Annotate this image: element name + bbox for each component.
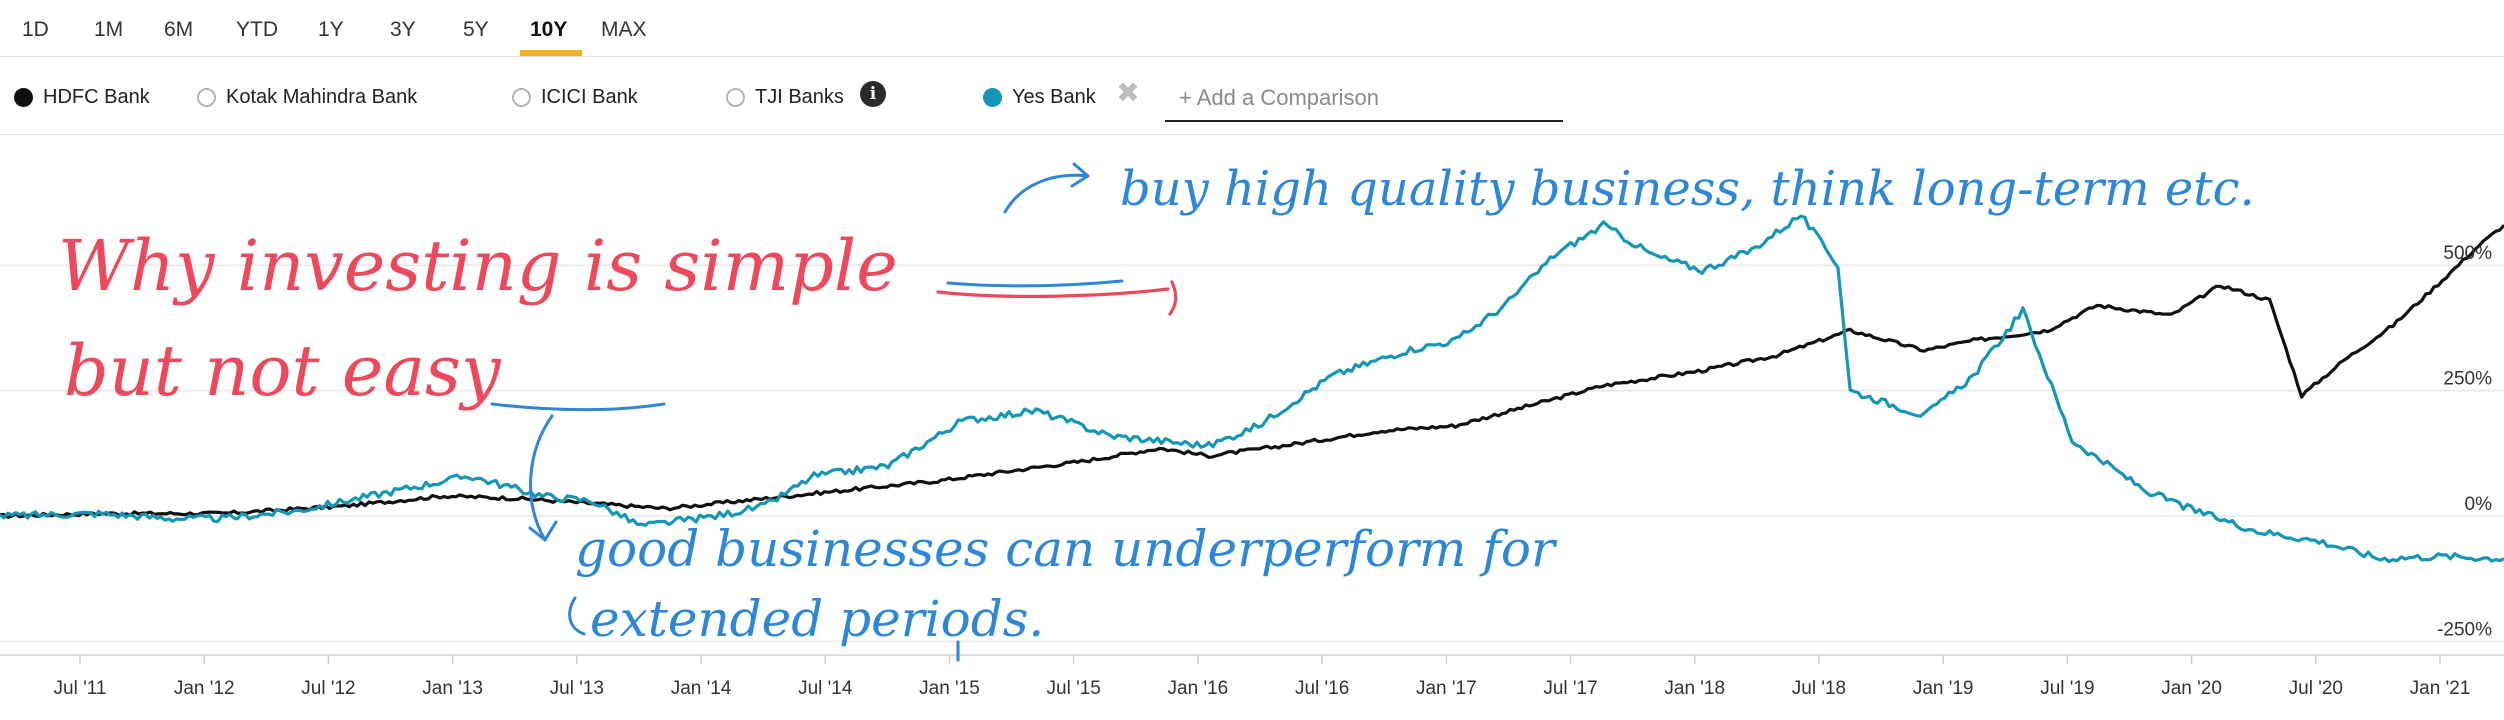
handwritten-annotations: Why investing is simple but not easy buy… bbox=[58, 161, 2255, 662]
annotation-note-bottom-line2: extended periods. bbox=[590, 590, 1044, 648]
annotation-title-line2: but not easy bbox=[64, 330, 502, 412]
tab-ytd[interactable]: YTD bbox=[236, 18, 278, 41]
annotation-subtitle-lead: but not bbox=[64, 330, 342, 412]
comma-mark bbox=[1168, 280, 1178, 316]
tab-6m[interactable]: 6M bbox=[164, 18, 194, 41]
legend-item-tji-banks[interactable]: TJI Banks bbox=[726, 82, 844, 112]
legend-label-icici-bank: ICICI Bank bbox=[541, 85, 638, 108]
y-tick-label: -250% bbox=[2437, 619, 2492, 640]
axis-labels: 500% 250% 0% -250% Jul '11 Jan '12 Jul '12 Jan … bbox=[0, 243, 2504, 699]
tabs-divider bbox=[0, 56, 2504, 57]
y-tick-label: 0% bbox=[2465, 494, 2493, 515]
tab-5y[interactable]: 5Y bbox=[463, 18, 489, 41]
x-tick-label: Jul '12 bbox=[301, 678, 355, 699]
tab-1m[interactable]: 1M bbox=[94, 18, 124, 41]
info-icon[interactable]: i bbox=[860, 81, 886, 107]
x-tick-label: Jul '20 bbox=[2289, 678, 2343, 699]
annotation-subtitle-easy: easy bbox=[342, 330, 502, 412]
x-tick-label: Jul '19 bbox=[2040, 678, 2094, 699]
underline-simple-blue bbox=[946, 279, 1124, 288]
tab-3y[interactable]: 3Y bbox=[390, 18, 416, 41]
legend: HDFC Bank Kotak Mahindra Bank ICICI Bank… bbox=[0, 66, 2504, 136]
x-tick-label: Jan '12 bbox=[174, 678, 235, 699]
tab-1y[interactable]: 1Y bbox=[318, 18, 344, 41]
annotation-title-simple: simple bbox=[664, 225, 897, 307]
annotation-note-bottom-line1: good businesses can underperform for bbox=[575, 520, 1558, 578]
underline-easy bbox=[490, 402, 666, 412]
add-comparison-input[interactable] bbox=[1165, 76, 1563, 122]
legend-label-hdfc-bank: HDFC Bank bbox=[43, 85, 150, 108]
active-tab-indicator bbox=[520, 50, 582, 56]
x-tick-label: Jan '18 bbox=[1664, 678, 1725, 699]
x-tick-label: Jan '13 bbox=[422, 678, 483, 699]
legend-dot-hdfc-bank bbox=[14, 87, 33, 107]
bracket-mark bbox=[568, 596, 586, 636]
annotation-title-lead: Why investing is bbox=[58, 225, 664, 307]
legend-item-kotak-mahindra-bank[interactable]: Kotak Mahindra Bank bbox=[197, 82, 417, 112]
legend-item-yes-bank[interactable]: Yes Bank bbox=[983, 82, 1096, 112]
annotation-note-top: buy high quality business, think long-te… bbox=[1120, 161, 2255, 217]
arrow-simple-to-note bbox=[1003, 173, 1090, 214]
x-tick-label: Jul '14 bbox=[798, 678, 853, 699]
underline-simple bbox=[936, 287, 1170, 299]
x-tick-label: Jan '17 bbox=[1416, 678, 1477, 699]
annotation-title-line1: Why investing is simple bbox=[58, 225, 898, 307]
legend-dot-yes-bank bbox=[983, 87, 1002, 107]
tab-max[interactable]: MAX bbox=[601, 18, 647, 41]
x-tick-label: Jul '15 bbox=[1047, 678, 1101, 699]
legend-dot-tji-banks bbox=[726, 87, 745, 107]
x-tick-label: Jul '18 bbox=[1792, 678, 1846, 699]
legend-label-tji-banks: TJI Banks bbox=[755, 85, 844, 108]
x-tick-label: Jan '21 bbox=[2410, 678, 2471, 699]
x-tick-label: Jul '17 bbox=[1543, 678, 1597, 699]
x-tick-label: Jan '19 bbox=[1913, 678, 1974, 699]
arrow-simple-head bbox=[1070, 162, 1090, 188]
tab-10y[interactable]: 10Y bbox=[530, 18, 568, 41]
x-tick-label: Jan '16 bbox=[1168, 678, 1229, 699]
y-tick-label: 500% bbox=[2443, 243, 2492, 264]
series-line-hdfc-bank bbox=[0, 224, 2504, 519]
grid-lines bbox=[0, 264, 2504, 643]
legend-label-kotak-mahindra-bank: Kotak Mahindra Bank bbox=[226, 85, 418, 108]
legend-label-yes-bank: Yes Bank bbox=[1012, 85, 1096, 108]
x-tick-label: Jul '16 bbox=[1295, 678, 1349, 699]
x-tick-label: Jul '11 bbox=[54, 678, 107, 699]
series-line-yes-bank bbox=[0, 214, 2504, 564]
arrow-easy-head bbox=[528, 520, 558, 542]
arrow-easy-to-note bbox=[529, 414, 554, 542]
x-tick-label: Jan '15 bbox=[919, 678, 980, 699]
legend-item-icici-bank[interactable]: ICICI Bank bbox=[512, 82, 638, 112]
legend-dot-icici-bank bbox=[512, 87, 531, 107]
x-tick-label: Jan '14 bbox=[671, 678, 732, 699]
tab-1d[interactable]: 1D bbox=[22, 18, 49, 41]
range-tabs: 1D 1M 6M YTD 1Y 3Y 5Y 10Y MAX bbox=[0, 0, 2504, 58]
close-icon[interactable]: ✖ bbox=[1116, 77, 1140, 108]
legend-dot-kotak-mahindra-bank bbox=[197, 87, 216, 107]
y-tick-label: 250% bbox=[2443, 369, 2492, 390]
series-lines bbox=[0, 214, 2504, 564]
legend-item-hdfc-bank[interactable]: HDFC Bank bbox=[14, 82, 150, 112]
x-tick-label: Jul '13 bbox=[550, 678, 604, 699]
legend-divider bbox=[0, 134, 2504, 135]
x-tick-label: Jan '20 bbox=[2161, 678, 2222, 699]
